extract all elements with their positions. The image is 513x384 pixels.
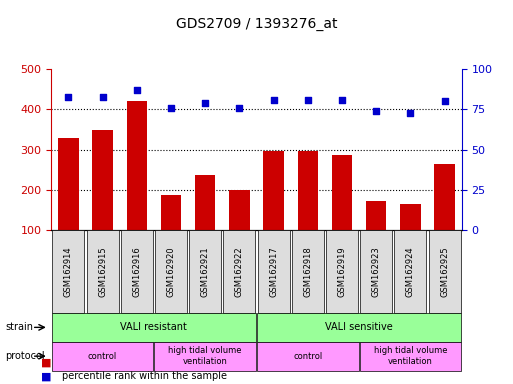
Text: GSM162925: GSM162925 — [440, 247, 449, 297]
Text: GSM162914: GSM162914 — [64, 247, 73, 297]
Bar — [195, 175, 215, 271]
Point — [338, 97, 346, 103]
Point — [304, 97, 312, 103]
Bar — [263, 151, 284, 271]
Text: protocol: protocol — [5, 351, 45, 361]
Bar — [435, 164, 455, 271]
Bar — [127, 101, 147, 271]
Bar — [161, 195, 181, 271]
Point — [98, 93, 107, 99]
Text: GSM162923: GSM162923 — [372, 246, 381, 297]
Bar — [58, 139, 78, 271]
Bar — [400, 204, 421, 271]
Text: GSM162920: GSM162920 — [167, 247, 175, 297]
Text: GSM162922: GSM162922 — [235, 247, 244, 297]
Text: VALI sensitive: VALI sensitive — [325, 322, 393, 333]
Point — [235, 105, 244, 111]
Bar — [229, 190, 250, 271]
Text: high tidal volume
ventilation: high tidal volume ventilation — [373, 346, 447, 366]
Text: high tidal volume
ventilation: high tidal volume ventilation — [168, 346, 242, 366]
Text: GSM162924: GSM162924 — [406, 247, 415, 297]
Text: ■: ■ — [41, 358, 51, 368]
Bar — [92, 130, 113, 271]
Text: VALI resistant: VALI resistant — [121, 322, 187, 333]
Point — [372, 108, 380, 114]
Text: GSM162918: GSM162918 — [303, 246, 312, 297]
Bar — [366, 201, 386, 271]
Text: strain: strain — [5, 322, 33, 333]
Text: ■: ■ — [41, 371, 51, 381]
Bar — [298, 151, 318, 271]
Point — [167, 105, 175, 111]
Text: GDS2709 / 1393276_at: GDS2709 / 1393276_at — [176, 17, 337, 31]
Text: GSM162916: GSM162916 — [132, 246, 141, 297]
Point — [269, 97, 278, 103]
Point — [133, 87, 141, 93]
Point — [201, 100, 209, 106]
Text: GSM162915: GSM162915 — [98, 247, 107, 297]
Point — [406, 109, 415, 116]
Text: count: count — [62, 358, 89, 368]
Text: control: control — [88, 352, 117, 361]
Text: GSM162919: GSM162919 — [338, 247, 346, 297]
Point — [441, 98, 449, 104]
Text: GSM162921: GSM162921 — [201, 247, 210, 297]
Bar — [332, 155, 352, 271]
Point — [64, 93, 72, 99]
Text: percentile rank within the sample: percentile rank within the sample — [62, 371, 227, 381]
Text: GSM162917: GSM162917 — [269, 246, 278, 297]
Text: control: control — [293, 352, 323, 361]
